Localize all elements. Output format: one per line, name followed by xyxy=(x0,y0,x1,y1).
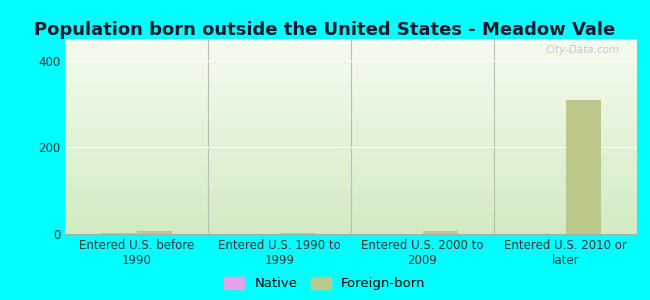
Bar xyxy=(280,233,315,234)
Bar xyxy=(566,100,601,234)
Bar xyxy=(422,230,458,234)
Text: Population born outside the United States - Meadow Vale: Population born outside the United State… xyxy=(34,21,616,39)
Text: City-Data.com: City-Data.com xyxy=(546,45,620,55)
Bar xyxy=(136,230,172,234)
Legend: Native, Foreign-born: Native, Foreign-born xyxy=(224,277,426,290)
Bar xyxy=(101,233,136,234)
